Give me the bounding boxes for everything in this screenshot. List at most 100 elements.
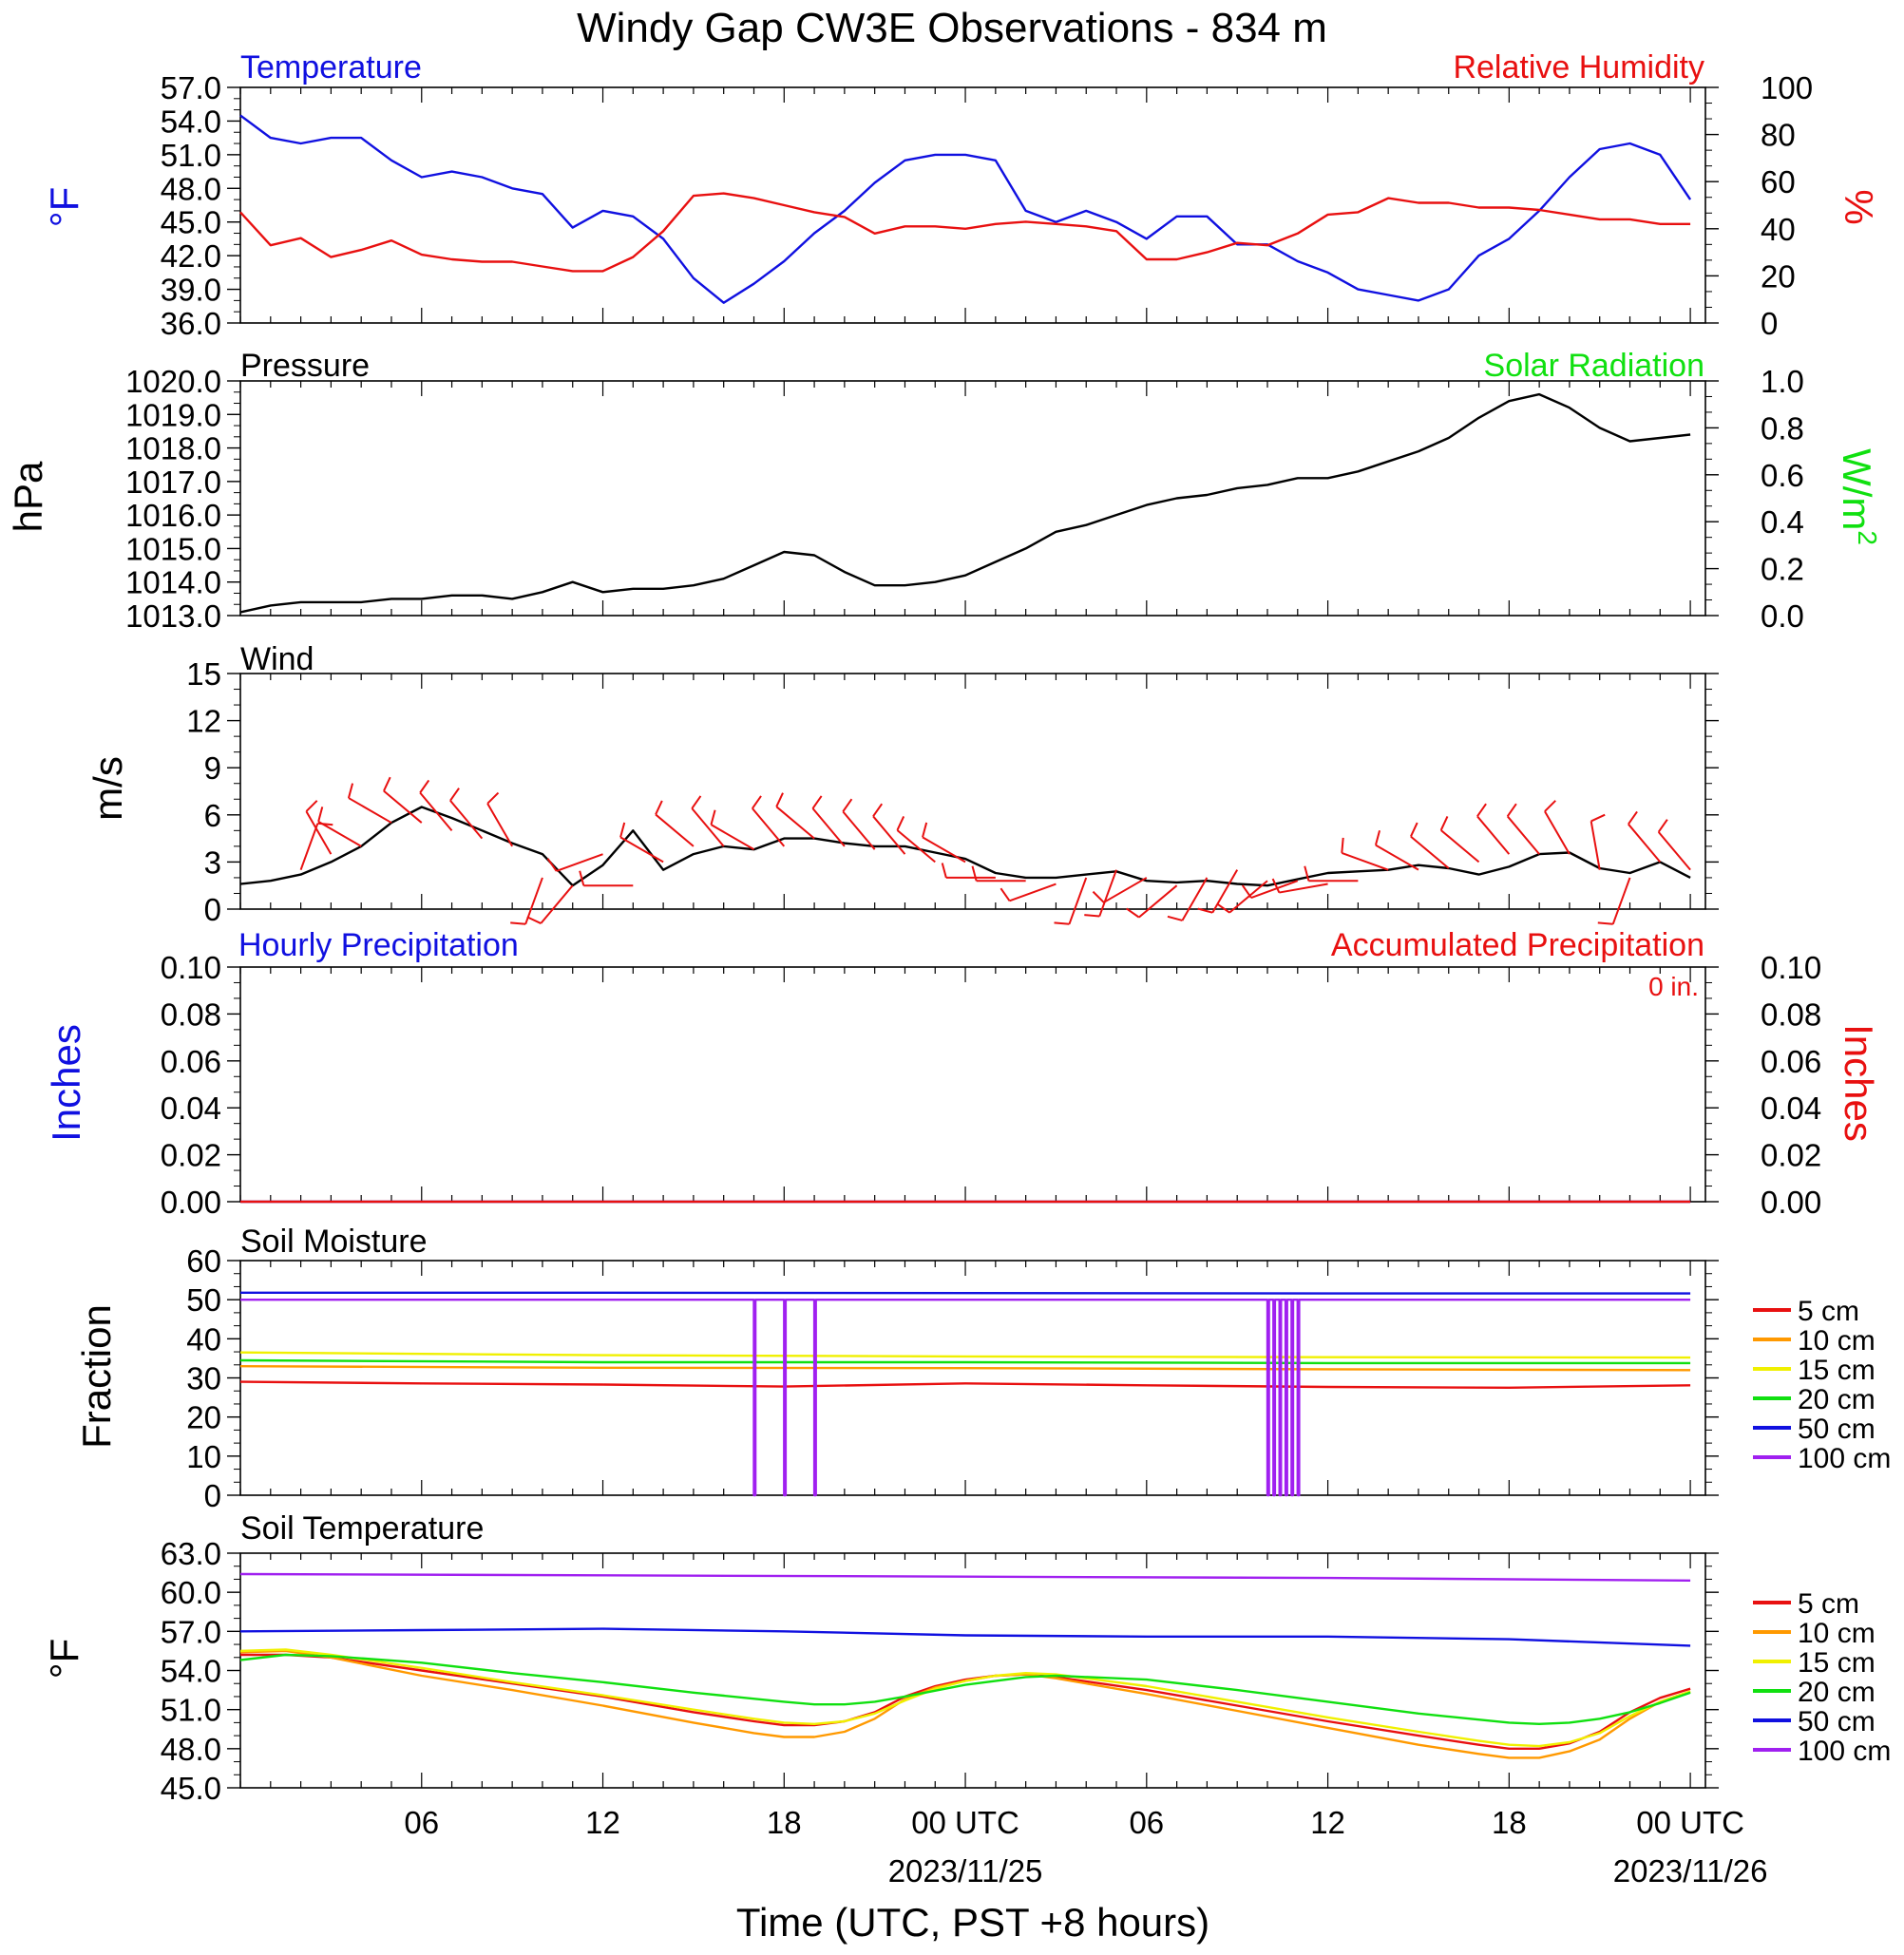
wind-barb-flag	[1506, 803, 1517, 817]
wind-barb	[710, 824, 754, 851]
y-tick-label: 42.0	[161, 238, 221, 274]
hourly-precip-title: Hourly Precipitation	[238, 927, 519, 963]
y-tick-label: 0.04	[161, 1091, 221, 1126]
wind-barb-flag	[1000, 887, 1011, 902]
precipitation-panel: Hourly Precipitation Accumulated Precipi…	[44, 927, 1881, 1220]
wind-barb-flag	[1476, 803, 1487, 817]
wind-panel: Wind m/s 15 12 9 6 3 0	[86, 641, 1719, 927]
wind-barb	[811, 807, 846, 847]
y-tick-label: 36.0	[161, 306, 221, 341]
wind-barb	[896, 829, 936, 864]
svg-text:W/m2: W/m2	[1835, 448, 1882, 545]
solar-radiation-title: Solar Radiation	[1484, 348, 1704, 384]
series-line-soil_moisture-10-cm	[239, 1364, 1691, 1372]
series-line-soil_temperature-20-cm	[239, 1653, 1691, 1726]
x-axis-title: Time (UTC, PST +8 hours)	[736, 1900, 1209, 1945]
y-tick-label: 0.00	[161, 1185, 221, 1220]
y-tick-label-right: 0.6	[1761, 458, 1804, 493]
y-tick-label-right: 0	[1761, 306, 1778, 341]
y-tick-label: 0	[204, 892, 221, 927]
plot-frame-pressure	[239, 380, 1706, 617]
series-line-soil_moisture-20-cm	[239, 1358, 1691, 1365]
wind-barb	[691, 807, 725, 847]
y-tick-label: 63.0	[161, 1536, 221, 1571]
wind-barb-flag	[579, 870, 585, 886]
series-line-soil_moisture-15-cm	[239, 1351, 1691, 1359]
wind-barb-flag	[941, 863, 947, 879]
y-tick-label: 1019.0	[125, 397, 221, 432]
x-tick-label: 00 UTC	[911, 1805, 1019, 1840]
y-tick-label: 51.0	[161, 1693, 221, 1728]
wind-barb-flag	[347, 783, 354, 799]
x-tick-label: 12	[1310, 1805, 1345, 1840]
wind-barb-flag	[922, 822, 928, 838]
legend-label: 15 cm	[1798, 1355, 1875, 1386]
y-tick-label-right: 0.0	[1761, 598, 1804, 634]
soil-temperature-axis-label: °F	[42, 1639, 86, 1679]
wind-barb	[1544, 810, 1571, 855]
wind-barb	[486, 803, 514, 847]
y-tick-label: 60	[186, 1243, 221, 1279]
wind-barb	[1211, 869, 1239, 914]
y-tick-label-right: 0.8	[1761, 410, 1804, 446]
humidity-axis-label: %	[1837, 189, 1881, 224]
wind-barb	[1657, 831, 1691, 871]
y-tick-label: 50	[186, 1282, 221, 1318]
legend-label: 10 cm	[1798, 1618, 1875, 1649]
wind-barb-flag	[546, 858, 558, 872]
series-line-soil_temperature-50-cm	[239, 1627, 1691, 1647]
wind-barb-flag	[1084, 914, 1100, 918]
wind-barb	[1410, 835, 1450, 869]
y-tick-label: 1018.0	[125, 431, 221, 466]
wind-barb	[524, 877, 543, 925]
wind-barb-flag	[842, 798, 853, 812]
wind-barb	[775, 806, 815, 840]
wind-barb-flag	[317, 807, 324, 823]
y-tick-label: 45.0	[161, 205, 221, 240]
series-line-temp_rh-right	[239, 192, 1691, 273]
y-tick-label: 10	[186, 1439, 221, 1474]
wind-barb-flag	[510, 921, 526, 925]
wind-barb-flag	[1167, 915, 1183, 921]
x-date-label: 2023/11/25	[888, 1853, 1043, 1889]
x-tick-label: 18	[1492, 1805, 1527, 1840]
wind-barb	[842, 810, 876, 850]
y-tick-label-right: 0.04	[1761, 1091, 1821, 1126]
y-tick-label: 12	[186, 704, 221, 739]
wind-barb	[1341, 851, 1389, 871]
y-tick-label: 0.08	[161, 996, 221, 1032]
y-tick-label: 39.0	[161, 273, 221, 308]
series-line-soil_temperature-100-cm	[239, 1572, 1691, 1583]
y-tick-label-right: 20	[1761, 258, 1796, 294]
wind-barb-flag	[1544, 800, 1556, 812]
legend-label: 50 cm	[1798, 1414, 1875, 1445]
series-line-soil_moisture-50-cm	[240, 1291, 1691, 1295]
legend-label: 15 cm	[1798, 1647, 1875, 1679]
legend-label: 10 cm	[1798, 1325, 1875, 1357]
legend-label: 20 cm	[1798, 1677, 1875, 1708]
wind-barb-flag	[486, 791, 500, 805]
pressure-panel: Pressure Solar Radiation hPa W/m2 1020.0…	[6, 348, 1882, 634]
wind-barb-flag	[1439, 816, 1449, 831]
soil-temperature-panel: Soil Temperature °F 63.0 60.0 57.0 54.0 51.0…	[42, 1510, 1891, 1806]
wind-barb	[449, 800, 484, 840]
series-line-soil_temperature-15-cm	[239, 1648, 1691, 1748]
hourly-precip-axis-label: Inches	[44, 1024, 88, 1142]
y-tick-label: 20	[186, 1400, 221, 1435]
wind-barb	[348, 797, 392, 824]
wind-barb-flag	[1374, 829, 1381, 845]
y-tick-label: 15	[186, 656, 221, 692]
soil-temperature-title: Soil Temperature	[240, 1510, 484, 1547]
solar-radiation-unit-exponent: 2	[1853, 530, 1882, 545]
legend-label: 20 cm	[1798, 1384, 1875, 1415]
wind-barb-flag	[655, 800, 663, 815]
series-line-soil_moisture-100-cm	[240, 1298, 1691, 1497]
series-line-temp_rh-left	[239, 114, 1692, 304]
wind-barb	[1440, 829, 1480, 864]
wind-barb	[1506, 815, 1540, 855]
y-tick-label-right: 0.08	[1761, 996, 1821, 1032]
temperature-humidity-panel: Temperature Relative Humidity °F % 57.05…	[42, 49, 1881, 341]
y-tick-label-right: 100	[1761, 70, 1813, 105]
wind-barb	[1103, 877, 1148, 903]
plot-frame-temp_rh	[239, 86, 1706, 324]
